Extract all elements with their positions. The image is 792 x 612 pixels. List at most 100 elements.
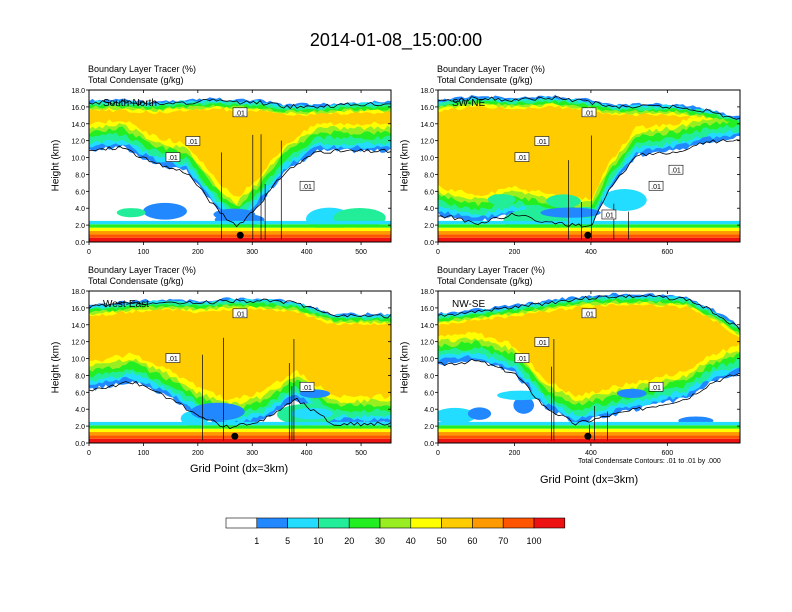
contour-label: .01: [165, 353, 181, 363]
y-tick-label: 2.0: [424, 223, 434, 230]
y-tick-label: 0.0: [424, 441, 434, 448]
contour-label-text: .01: [584, 311, 594, 318]
plot-frame: [437, 89, 741, 243]
contour-top: [438, 96, 740, 120]
location-marker: [231, 432, 239, 440]
contour-label-text: .01: [537, 139, 547, 146]
panel-2-plot: .01 .01 .01 West-East 0.0 2.0 4.0 6.0 8.0 10.0 12.…: [71, 289, 392, 457]
x-tick-label: 200: [192, 249, 204, 256]
contour-footnote: Total Condensate Contours: .01 to .01 by…: [578, 458, 721, 465]
x-tick-label: 400: [301, 249, 313, 256]
y-tick-label: 2.0: [75, 223, 85, 230]
low-cloud-patch: [438, 407, 477, 424]
contour-label-text: .01: [517, 155, 527, 162]
y-tick-label: 4.0: [424, 206, 434, 213]
contour-bottom: [89, 380, 391, 430]
plot-frame: [88, 290, 392, 444]
contour-label-text: .01: [168, 155, 178, 162]
main-title: 2014-01-08_15:00:00: [309, 30, 483, 50]
y-tick-label: 8.0: [75, 373, 85, 380]
x-tick-label: 500: [355, 249, 367, 256]
y-tick-label: 12.0: [420, 139, 434, 146]
contour-label: .01: [601, 209, 617, 219]
contour-label-text: .01: [168, 356, 178, 363]
contour-label: .01: [299, 180, 315, 191]
y-tick-label: 10.0: [71, 357, 85, 364]
panel-title: NW-SE: [452, 299, 485, 310]
low-cloud-patch: [467, 407, 492, 420]
y-tick-label: 0.0: [424, 240, 434, 247]
contour-label: .01: [232, 107, 248, 117]
x-tick-label: 400: [301, 450, 313, 457]
panel-2-line2: Total Condensate (g/kg): [88, 276, 184, 286]
y-tick-label: 12.0: [420, 340, 434, 347]
boundary-layer-strip-2: [89, 432, 391, 436]
y-tick-label: 8.0: [75, 172, 85, 179]
panel-0-plot: .01 .01 .01 .01 South-North 0.0 2.0 4.0 6.0 8.0 10…: [71, 88, 392, 256]
contour-label-text: .01: [517, 356, 527, 363]
panel-3-plot: .01 .01 .01 .01 NW-SE 0.0 2.0 4.0 6.0 8.0 10.0 12.0…: [420, 289, 741, 457]
y-tick-label: 14.0: [71, 122, 85, 129]
contour-bottom: [438, 139, 740, 228]
contour-top: [89, 98, 391, 110]
y-tick-label: 0.0: [75, 441, 85, 448]
contour-label-text: .01: [604, 212, 614, 219]
low-cloud-patch: [513, 396, 535, 414]
location-marker: [584, 432, 592, 440]
boundary-layer-strip-5: [438, 220, 740, 225]
boundary-layer-strip-3: [89, 428, 391, 433]
y-tick-label: 14.0: [420, 122, 434, 129]
y-tick-label: 10.0: [420, 156, 434, 163]
x-tick-label: 300: [246, 450, 258, 457]
y-tick-label: 6.0: [75, 189, 85, 196]
colorbar-label: 1: [254, 536, 259, 546]
low-cloud-patch: [142, 202, 187, 220]
x-tick-label: 200: [509, 249, 521, 256]
x-tick-label: 0: [87, 249, 91, 256]
contour-label-text: .01: [651, 184, 661, 191]
contour-label-text: .01: [188, 139, 198, 146]
y-tick-label: 8.0: [424, 373, 434, 380]
panel-title: West-East: [103, 299, 149, 310]
panel-2-xlabel: Grid Point (dx=3km): [190, 463, 289, 475]
x-tick-label: 0: [87, 450, 91, 457]
panel-0-line1: Boundary Layer Tracer (%): [88, 64, 197, 74]
contour-label: .01: [165, 152, 181, 162]
panel-title: South-North: [103, 98, 157, 109]
contour-label-text: .01: [584, 110, 594, 117]
y-tick-label: 6.0: [424, 390, 434, 397]
x-tick-label: 200: [509, 450, 521, 457]
contour-label-text: .01: [671, 168, 681, 175]
colorbar-label: 100: [526, 536, 541, 546]
colorbar-swatch: [379, 517, 412, 529]
colorbar-swatch: [502, 517, 535, 529]
y-tick-label: 6.0: [424, 189, 434, 196]
plot-frame: [437, 290, 741, 444]
y-tick-label: 6.0: [75, 390, 85, 397]
y-tick-label: 16.0: [71, 105, 85, 112]
boundary-layer-strip-3: [89, 227, 391, 232]
boundary-layer-strip-4: [438, 425, 740, 429]
low-cloud-patch: [497, 390, 545, 401]
colorbar-swatch: [533, 517, 566, 529]
boundary-layer-strip-4: [89, 224, 391, 228]
colorbar-label: 70: [498, 536, 508, 546]
colorbar-swatch: [256, 517, 288, 529]
colorbar-swatch: [410, 517, 442, 529]
boundary-layer-strip-5: [438, 421, 740, 426]
contour-bottom: [89, 145, 391, 228]
colorbar-label: 50: [437, 536, 447, 546]
panel-0-field-label: Boundary Layer Tracer (%) Total Condensa…: [88, 64, 196, 86]
panel-3-line1: Boundary Layer Tracer (%): [437, 265, 546, 275]
boundary-layer-strip-1: [89, 435, 391, 439]
x-tick-label: 600: [662, 450, 674, 457]
contour-top: [438, 294, 740, 331]
contour-label: .01: [299, 381, 315, 392]
x-tick-label: 200: [192, 450, 204, 457]
contour-label-text: .01: [302, 385, 312, 392]
colorbar: 1 5 10 20 30 40 50 60 70 100: [225, 517, 566, 546]
y-tick-label: 8.0: [424, 172, 434, 179]
location-marker: [584, 231, 592, 239]
contour-label-text: .01: [651, 385, 661, 392]
tracer-band-6: [89, 307, 391, 401]
